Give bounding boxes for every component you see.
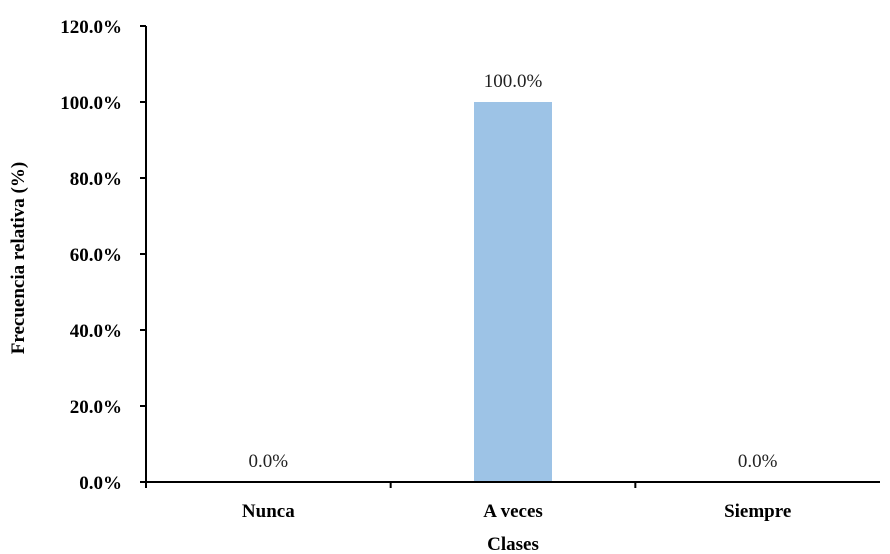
y-tick-label: 0.0% [79,473,122,494]
y-tick-label: 100.0% [60,93,122,114]
y-tick-label: 80.0% [70,169,122,190]
x-category-label: A veces [483,501,543,522]
data-labels-group: 0.0% 100.0% 0.0% [249,71,778,472]
y-tick-label: 20.0% [70,397,122,418]
data-label: 100.0% [484,71,543,92]
bar-a-veces [474,102,552,482]
x-category-label: Siempre [724,501,791,522]
y-ticks-group: 0.0% 20.0% 40.0% 60.0% 80.0% 100.0% 120.0% [60,17,146,494]
y-tick-label: 60.0% [70,245,122,266]
x-ticks-group: Nunca A veces Siempre [242,482,791,522]
y-tick-label: 120.0% [60,17,122,38]
y-tick-label: 40.0% [70,321,122,342]
bars-group [474,102,552,482]
data-label: 0.0% [249,451,289,472]
y-axis-title: Frecuencia relativa (%) [8,162,29,354]
x-category-label: Nunca [242,501,295,522]
x-axis-title: Clases [487,534,539,554]
data-label: 0.0% [738,451,778,472]
